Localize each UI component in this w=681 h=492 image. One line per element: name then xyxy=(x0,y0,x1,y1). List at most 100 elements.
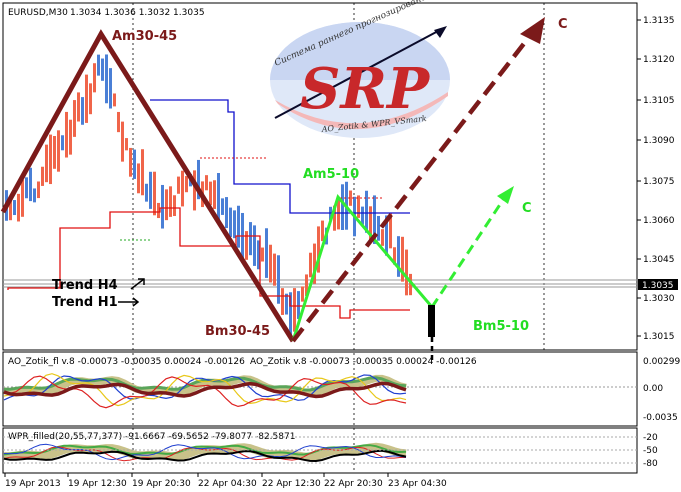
indicator-line xyxy=(3,374,407,401)
price-bar xyxy=(333,205,336,231)
price-bar xyxy=(265,228,268,278)
price-bar xyxy=(117,111,120,133)
price-bar xyxy=(97,54,100,76)
price-bar xyxy=(385,215,388,256)
price-tick-label: 1.3120 xyxy=(643,55,675,65)
price-bar xyxy=(125,138,128,151)
price-bar xyxy=(397,236,400,277)
price-bar xyxy=(237,205,240,248)
price-bar xyxy=(145,183,148,202)
label-bm5: Bm5-10 xyxy=(473,319,529,334)
vertical-grid xyxy=(132,3,545,473)
time-axis: 19 Apr 2013 19 Apr 12:30 19 Apr 20:30 22 Ap… xyxy=(4,473,447,489)
price-bar xyxy=(185,176,188,193)
price-bar xyxy=(113,93,116,107)
price-tick-label: 1.3015 xyxy=(643,332,675,342)
price-bar xyxy=(365,190,368,233)
indicator-line xyxy=(3,381,407,399)
trend-h1-arrow-icon xyxy=(118,297,140,307)
logo-letters: SRP xyxy=(300,56,431,122)
current-price-box xyxy=(638,279,678,290)
price-bar xyxy=(269,244,272,283)
price-bar xyxy=(289,292,292,339)
price-bar xyxy=(169,186,172,217)
price-bar xyxy=(129,147,132,177)
price-tick-label: 1.3075 xyxy=(643,177,675,187)
price-bar xyxy=(137,163,140,194)
price-bar xyxy=(301,286,304,302)
price-bar xyxy=(313,243,316,284)
price-bar xyxy=(101,58,104,81)
price-bar xyxy=(233,210,236,239)
price-bar xyxy=(33,188,36,203)
indicator-line xyxy=(3,373,407,407)
price-bar xyxy=(173,195,176,217)
label-c-green: C xyxy=(522,201,532,216)
price-bar xyxy=(241,212,244,263)
price-bar xyxy=(57,130,60,172)
price-bar xyxy=(45,144,48,183)
indicator-line xyxy=(3,449,407,463)
price-bar xyxy=(337,198,340,230)
price-bar xyxy=(25,177,28,199)
price-bar xyxy=(73,100,76,137)
price-tick-label: 1.3135 xyxy=(643,16,675,26)
price-bar xyxy=(109,68,112,109)
price-bar xyxy=(377,215,380,241)
price-bar xyxy=(13,200,16,216)
label-bm30: Bm30-45 xyxy=(205,324,270,339)
current-bar-marker xyxy=(428,305,435,337)
price-bar xyxy=(281,288,284,315)
price-bar xyxy=(317,226,320,273)
chart-symbol: EURUSD,M30 xyxy=(8,8,68,18)
price-bar xyxy=(157,202,160,219)
price-bar xyxy=(309,252,312,278)
price-bar xyxy=(197,159,200,200)
price-bar xyxy=(373,195,376,244)
price-bar xyxy=(61,135,64,151)
price-bar xyxy=(229,207,232,238)
price-bar xyxy=(221,198,224,215)
price-bar xyxy=(225,197,228,229)
price-bar xyxy=(285,293,288,315)
price-bar xyxy=(341,184,344,230)
price-bar xyxy=(245,231,248,260)
price-bar xyxy=(277,255,280,304)
price-bar xyxy=(393,247,396,265)
price-bar xyxy=(321,220,324,242)
price-bar xyxy=(381,229,384,246)
time-tick-label: 19 Apr 2013 xyxy=(5,479,61,489)
ao-tick-label: 0.00299 xyxy=(643,357,680,367)
time-tick-label: 22 Apr 12:30 xyxy=(262,479,321,489)
price-bar xyxy=(305,274,308,296)
price-bar xyxy=(41,166,44,186)
price-bar xyxy=(405,249,408,296)
zigzag-m5 xyxy=(291,193,434,342)
ao-header-left: AO_Zotik_fl v.8 -0.00073 -0.00035 0.0002… xyxy=(8,357,245,367)
price-bar xyxy=(293,288,296,332)
price-level-lines xyxy=(3,279,637,288)
price-bar xyxy=(37,181,40,199)
price-bar xyxy=(77,92,80,122)
ao-tick-label: -0.0035 xyxy=(643,413,678,423)
time-tick-label: 19 Apr 12:30 xyxy=(68,479,127,489)
price-bar xyxy=(9,198,12,221)
label-am30: Am30-45 xyxy=(112,29,177,44)
ao-tick-label: 0.00 xyxy=(643,384,663,394)
price-bar xyxy=(209,181,212,206)
price-bar xyxy=(81,97,84,125)
trend-h4-arrow-icon xyxy=(130,278,145,290)
wpr-tick-label: -80 xyxy=(643,459,658,469)
price-bar xyxy=(29,167,32,202)
price-bar xyxy=(249,222,252,256)
arrowhead-c-dark xyxy=(520,17,545,44)
price-bar xyxy=(21,179,24,217)
price-bar xyxy=(297,291,300,319)
price-bar xyxy=(213,180,216,209)
price-tick-label: 1.3105 xyxy=(643,96,675,106)
price-bar xyxy=(409,273,412,296)
time-tick-label: 23 Apr 04:30 xyxy=(388,479,447,489)
price-bar xyxy=(273,253,276,286)
price-bar xyxy=(149,171,152,209)
